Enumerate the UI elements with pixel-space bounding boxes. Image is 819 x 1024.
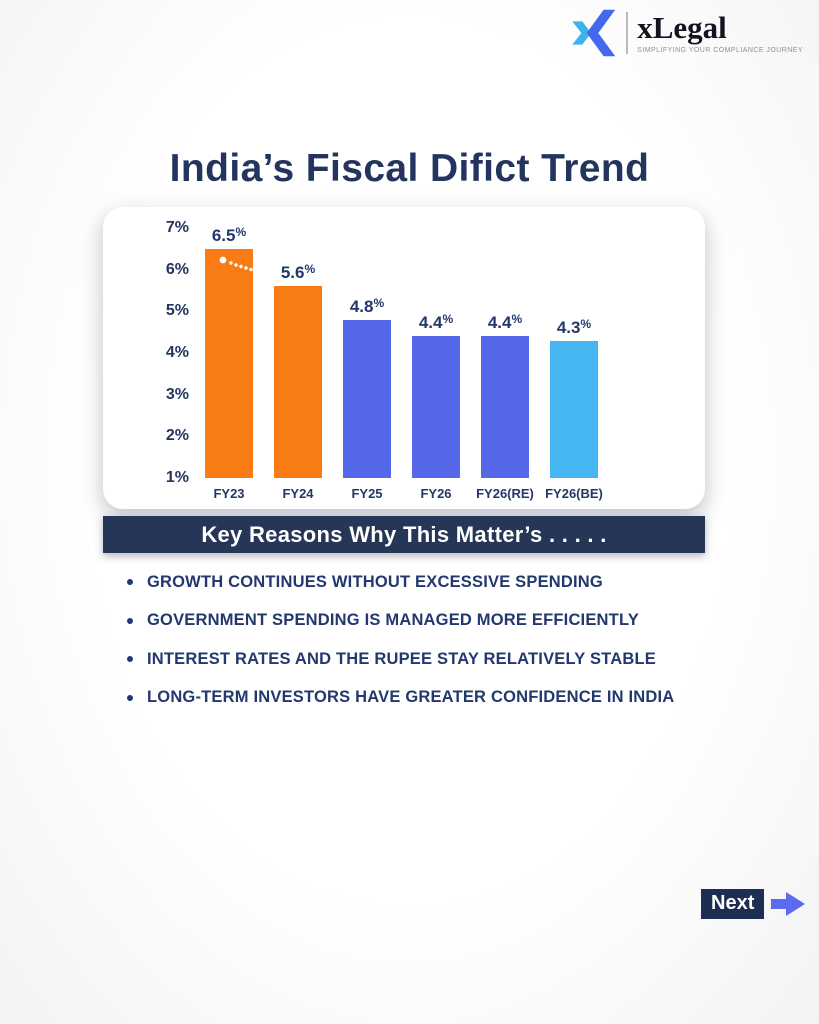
bar-value-label: 4.3% [556, 316, 592, 337]
brand-tagline: SIMPLIFYING YOUR COMPLIANCE JOURNEY [637, 46, 803, 54]
y-axis-tick: 1% [165, 469, 189, 486]
bar-category-label: FY25 [351, 486, 383, 501]
logo-divider [626, 12, 629, 54]
x-chevrons-logo-icon [572, 9, 616, 57]
bullet-text: GROWTH CONTINUES WITHOUT EXCESSIVE SPEND… [147, 572, 603, 591]
y-axis-tick: 6% [165, 260, 189, 278]
y-axis-tick: 3% [165, 385, 189, 403]
bullet-dot-icon [127, 617, 133, 624]
bullet-dot-icon [127, 694, 133, 701]
list-item: GROWTH CONTINUES WITHOUT EXCESSIVE SPEND… [127, 563, 674, 602]
bullet-dot-icon [127, 579, 133, 586]
y-axis-tick: 4% [165, 344, 189, 361]
bar-fy24: 5.6% FY24 [274, 262, 322, 501]
list-item: LONG-TERM INVESTORS HAVE GREATER CONFIDE… [127, 679, 674, 718]
dotted-trend-decoration-icon [219, 256, 253, 272]
key-reasons-list: GROWTH CONTINUES WITHOUT EXCESSIVE SPEND… [127, 563, 674, 717]
bar-value-label: 4.4% [487, 312, 523, 333]
fiscal-deficit-chart-card: 7% 6% 5% 4% 3% 2% 1% 6.5% FY23 5.6% FY24 4.8% FY25 4… [103, 207, 705, 509]
bullet-text: INTEREST RATES AND THE RUPEE STAY RELATI… [147, 649, 656, 668]
bar-fy26: 4.4% FY26 [412, 312, 460, 501]
bullet-dot-icon [127, 656, 133, 663]
list-item: INTEREST RATES AND THE RUPEE STAY RELATI… [127, 640, 674, 679]
bar-category-label: FY23 [213, 486, 245, 501]
pagination-next: Next [701, 889, 806, 919]
bar-category-label: FY26 [420, 486, 452, 501]
bullet-text: LONG-TERM INVESTORS HAVE GREATER CONFIDE… [147, 688, 675, 707]
y-axis-tick: 5% [165, 302, 189, 320]
bar-category-label: FY26(BE) [545, 486, 603, 501]
next-button[interactable]: Next [701, 889, 765, 919]
brand-logo: xLegal SIMPLIFYING YOUR COMPLIANCE JOURN… [567, 8, 803, 58]
bar-fy26be: 4.3% FY26(BE) [545, 317, 603, 502]
next-arrow-icon[interactable] [771, 890, 806, 918]
bar-value-label: 4.4% [418, 312, 454, 333]
key-reasons-banner: Key Reasons Why This Matter’s . . . . . [103, 516, 705, 553]
bar-value-label: 6.5% [211, 224, 247, 245]
y-axis: 7% 6% 5% 4% 3% 2% 1% [103, 207, 189, 509]
y-axis-tick: 7% [165, 219, 189, 236]
y-axis-tick: 2% [165, 427, 189, 445]
bar-category-label: FY26(RE) [476, 486, 534, 501]
bullet-text: GOVERNMENT SPENDING IS MANAGED MORE EFFI… [147, 611, 639, 630]
bars-row: 6.5% FY23 5.6% FY24 4.8% FY25 4.4% FY26 4.4% FY26… [205, 225, 603, 502]
bar-category-label: FY24 [282, 486, 314, 501]
banner-label: Key Reasons Why This Matter’s . . . . . [201, 521, 607, 547]
list-item: GOVERNMENT SPENDING IS MANAGED MORE EFFI… [127, 602, 674, 641]
bar-fy23: 6.5% FY23 [205, 225, 253, 501]
page-title: India’s Fiscal Difict Trend [169, 147, 650, 190]
bar-fy25: 4.8% FY25 [343, 296, 391, 501]
bar-value-label: 5.6% [280, 262, 316, 283]
bar-fy26re: 4.4% FY26(RE) [476, 312, 534, 501]
brand-name: xLegal [637, 10, 727, 46]
bar-value-label: 4.8% [349, 295, 385, 316]
